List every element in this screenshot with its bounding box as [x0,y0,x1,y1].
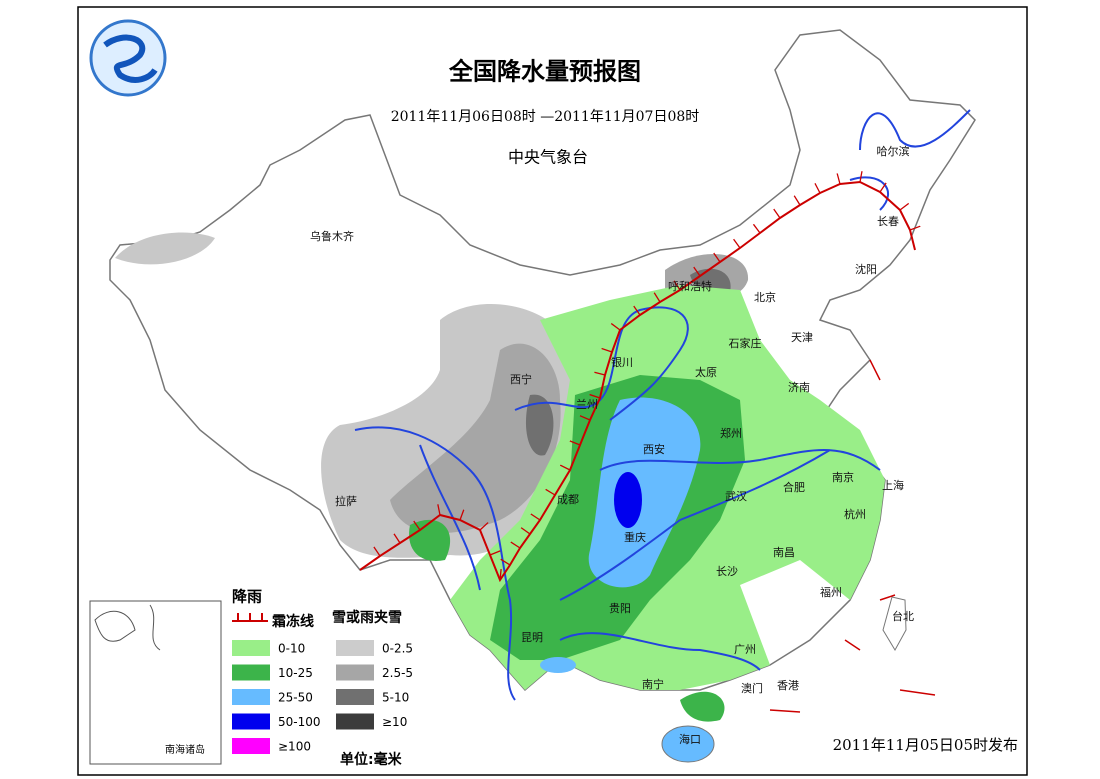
legend-label: 2.5-5 [382,666,413,680]
period: 2011年11月06日08时 —2011年11月07日08时 [391,109,700,125]
city-label: 澳门 [741,681,763,695]
city-label: 天津 [791,331,813,344]
city-label: 广州 [734,643,756,656]
hainan [661,725,715,763]
city-label: 杭州 [844,507,866,521]
legend-rain-title: 降雨 [232,588,262,606]
city-label: 福州 [820,585,842,599]
city-label: 南宁 [642,677,664,691]
legend-swatch [232,689,270,705]
inset-label: 南海诸岛 [165,743,205,756]
legend-snow-title: 雪或雨夹雪 [332,609,402,626]
frost-sample [232,613,268,622]
legend-unit: 单位:毫米 [340,751,403,768]
city-label: 昆明 [521,631,543,644]
city-label: 郑州 [720,426,742,440]
legend-swatch [232,664,270,681]
legend-swatch [232,738,270,754]
legend-swatch [336,713,374,730]
city-label: 海口 [679,732,701,746]
legend-label: ≥100 [278,740,311,754]
city-label: 北京 [754,290,776,304]
legend-label: ≥10 [382,715,407,729]
rain-area [540,657,576,673]
city-label: 沈阳 [855,262,877,276]
city-label: 香港 [777,679,799,692]
legend-swatch [336,664,374,681]
legend-label: 5-10 [382,691,409,705]
legend-swatch [336,689,374,705]
city-label: 哈尔滨 [877,144,910,158]
city-label: 乌鲁木齐 [310,229,354,243]
legend-swatch [232,640,270,656]
rain-area [614,472,642,528]
snow-area [115,232,215,265]
legend-label: 10-25 [278,666,313,680]
legend-swatch [232,713,270,730]
legend-label: 50-100 [278,715,321,729]
city-label: 长沙 [716,565,738,578]
logo [89,19,167,97]
city-label: 石家庄 [729,336,762,350]
city-label: 贵阳 [609,602,631,615]
legend-label: 25-50 [278,691,313,705]
city-label: 南昌 [773,546,795,559]
city-label: 南京 [832,470,854,484]
city-label: 西安 [643,442,665,456]
city-label: 合肥 [783,480,805,494]
hainan-rain [680,691,725,722]
legend-swatch [336,640,374,656]
city-label: 银川 [611,355,633,369]
legend-label: 0-10 [278,642,305,656]
frost-offshore [769,359,936,713]
title: 全国降水量预报图 [448,57,641,86]
city-label: 呼和浩特 [668,279,712,293]
city-label: 上海 [882,478,904,492]
inset [89,600,222,765]
city-label: 武汉 [725,490,747,503]
city-label: 济南 [788,380,810,394]
agency: 中央气象台 [508,148,588,167]
taiwan [882,596,907,652]
legend-frost: 霜冻线 [271,613,314,630]
city-label: 太原 [695,366,717,379]
city-label: 拉萨 [335,494,357,508]
legend-label: 0-2.5 [382,642,413,656]
city-label: 台北 [892,609,914,623]
inset-coast [94,604,161,651]
frost-line [359,171,921,583]
city-label: 兰州 [576,398,598,411]
city-label: 西宁 [510,372,532,386]
logo-mark [103,34,158,83]
city-label: 重庆 [624,530,646,544]
city-label: 成都 [557,493,579,506]
city-label: 长春 [877,215,899,228]
issued: 2011年11月05日05时发布 [833,736,1018,754]
